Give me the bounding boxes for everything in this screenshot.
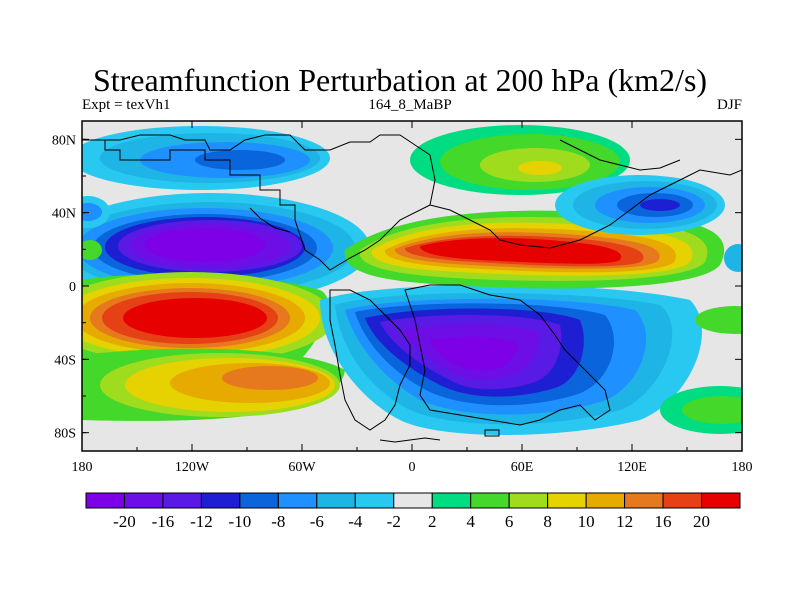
coastlines — [82, 134, 742, 443]
y-tick-label: 80S — [54, 427, 76, 442]
colorbar-swatch — [162, 492, 202, 509]
x-tick-label: 0 — [409, 460, 416, 475]
y-tick-label: 0 — [69, 280, 76, 295]
colorbar-label: 2 — [428, 512, 437, 531]
s-pacific-low — [82, 272, 335, 364]
colorbar-label: -2 — [387, 512, 401, 531]
colorbar: -20 -16 -12 -10 -8 -6 -4 -2 2 4 6 8 10 12 16 20 — [85, 492, 741, 531]
colorbar-swatch — [200, 492, 241, 509]
africa-asia-high — [344, 210, 725, 289]
x-tick-label: 120E — [617, 460, 647, 475]
colorbar-swatch — [470, 492, 510, 509]
axis-ticks: 180 120W 60W 0 60E 120E 180 80N 40N 0 40S 80S — [52, 121, 753, 475]
colorbar-label: 12 — [616, 512, 633, 531]
x-tick-label: 120W — [175, 460, 210, 475]
colorbar-label: -10 — [229, 512, 252, 531]
west-edge-low — [82, 196, 110, 228]
colorbar-label: 4 — [466, 512, 475, 531]
colorbar-label: -12 — [190, 512, 213, 531]
colorbar-label: 20 — [693, 512, 710, 531]
colorbar-label: -6 — [310, 512, 324, 531]
colorbar-swatch — [239, 492, 279, 509]
season-label: DJF — [716, 97, 742, 113]
colorbar-label: 10 — [578, 512, 595, 531]
y-tick-label: 40N — [52, 207, 76, 222]
colorbar-label: -4 — [348, 512, 363, 531]
x-tick-label: 180 — [72, 460, 93, 475]
colorbar-swatch — [585, 492, 626, 509]
colorbar-swatch — [662, 492, 703, 509]
colorbar-swatch — [393, 492, 433, 509]
n-america-trough — [82, 126, 330, 190]
colorbar-label: 8 — [543, 512, 552, 531]
colorbar-label: -16 — [152, 512, 175, 531]
east-edge-features — [82, 240, 742, 434]
y-tick-label: 40S — [54, 353, 76, 368]
colorbar-swatch — [123, 492, 164, 509]
plot-title: Streamfunction Perturbation at 200 hPa (… — [92, 62, 708, 98]
colorbar-swatch — [85, 492, 125, 509]
colorbar-swatch — [547, 492, 587, 509]
colorbar-label: 6 — [505, 512, 514, 531]
s-pacific-high — [82, 348, 345, 421]
x-tick-label: 60E — [511, 460, 534, 475]
colorbar-label: -8 — [271, 512, 285, 531]
colorbar-label: 16 — [655, 512, 672, 531]
x-tick-label: 180 — [732, 460, 753, 475]
n-pacific-trough — [555, 175, 725, 235]
experiment-label: Expt = texVh1 — [82, 97, 171, 113]
colorbar-swatch — [431, 492, 472, 509]
y-tick-label: 80N — [52, 133, 76, 148]
colorbar-swatch — [701, 492, 741, 509]
n-pacific-high — [82, 193, 370, 303]
colorbar-swatch — [624, 492, 664, 509]
x-tick-label: 60W — [288, 460, 316, 475]
colorbar-swatch — [277, 492, 318, 509]
case-label: 164_8_MaBP — [368, 97, 452, 113]
colorbar-swatch — [354, 492, 395, 509]
s-africa-low — [320, 285, 702, 435]
colorbar-swatch — [508, 492, 549, 509]
contour-field — [82, 121, 742, 451]
colorbar-label: -20 — [113, 512, 136, 531]
colorbar-swatch — [316, 492, 356, 509]
